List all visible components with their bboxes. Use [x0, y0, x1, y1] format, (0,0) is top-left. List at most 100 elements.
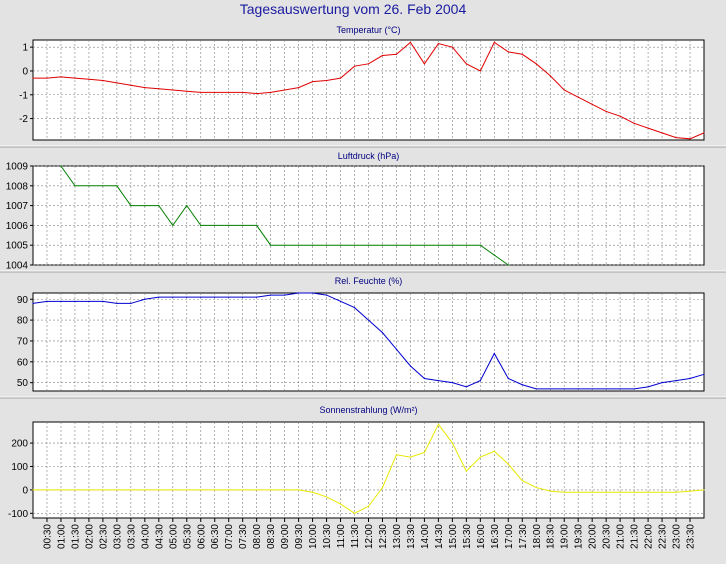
- data-point: [242, 296, 244, 298]
- data-point: [284, 489, 286, 491]
- data-point: [32, 489, 34, 491]
- data-point: [339, 503, 342, 505]
- data-point: [298, 292, 300, 294]
- x-tick-label: 20:00: [588, 524, 599, 549]
- x-tick-label: 06:00: [196, 524, 207, 549]
- data-point: [493, 41, 495, 43]
- data-point: [200, 224, 202, 226]
- x-tick-label: 16:00: [476, 524, 487, 549]
- data-point: [88, 78, 90, 80]
- chart-panel-2: Luftdruck (hPa) 1004 1005 1006 1007 1008 1009: [0, 151, 726, 273]
- data-point: [409, 365, 412, 367]
- x-tick-label: 06:30: [210, 524, 221, 549]
- chart-panels: Temperatur (°C) -2 -1 0 1 Luftdruck (hPa) 1004…: [0, 25, 726, 520]
- data-point: [451, 244, 453, 246]
- data-point: [395, 244, 398, 246]
- data-point: [353, 244, 356, 246]
- data-point: [144, 298, 146, 300]
- y-tick-label: 1: [22, 43, 28, 54]
- data-point: [228, 91, 230, 93]
- data-point: [395, 454, 398, 456]
- data-point: [647, 386, 649, 388]
- data-point: [591, 388, 593, 390]
- data-point: [172, 224, 174, 226]
- data-point: [591, 103, 593, 105]
- data-point: [256, 92, 258, 95]
- x-tick-label: 02:00: [84, 524, 95, 549]
- x-tick-label: 21:00: [616, 524, 627, 549]
- x-tick-label: 03:00: [112, 524, 123, 549]
- x-tick-label: 15:30: [462, 524, 473, 549]
- data-point: [479, 244, 481, 246]
- data-point: [102, 300, 104, 302]
- data-point: [619, 491, 621, 493]
- data-point: [144, 489, 146, 491]
- data-point: [661, 132, 663, 134]
- data-point: [74, 300, 76, 302]
- data-point: [214, 224, 216, 226]
- data-point: [130, 205, 132, 207]
- data-point: [535, 63, 537, 65]
- x-tick-label: 14:00: [420, 524, 431, 549]
- x-tick-label: 17:30: [518, 524, 529, 549]
- data-point: [563, 388, 565, 390]
- data-point: [521, 479, 523, 482]
- data-point: [200, 296, 202, 298]
- panel-title: Rel. Feuchte (%): [335, 276, 403, 286]
- y-tick-label: 90: [17, 295, 29, 306]
- page-title: Tagesauswertung vom 26. Feb 2004: [240, 1, 467, 17]
- data-point: [423, 451, 426, 454]
- data-point: [60, 300, 62, 302]
- data-point: [311, 292, 314, 294]
- data-point: [228, 224, 230, 226]
- data-point: [689, 377, 691, 380]
- data-point: [507, 377, 509, 380]
- data-point: [353, 65, 356, 67]
- data-point: [577, 491, 579, 493]
- x-tick-label: 05:00: [168, 524, 179, 549]
- data-point: [60, 76, 62, 78]
- data-point: [158, 205, 160, 207]
- data-point: [367, 63, 370, 65]
- data-point: [409, 456, 412, 458]
- data-point: [437, 423, 439, 425]
- x-tick-label: 23:00: [672, 524, 683, 549]
- y-tick-label: 0: [22, 66, 28, 77]
- data-point: [298, 87, 300, 89]
- data-point: [284, 244, 286, 246]
- panel-title: Luftdruck (hPa): [338, 151, 400, 161]
- data-point: [675, 379, 677, 382]
- data-point: [577, 96, 579, 98]
- data-point: [507, 264, 509, 266]
- y-tick-label: -100: [8, 509, 28, 520]
- data-point: [451, 46, 453, 48]
- data-point: [367, 505, 370, 507]
- data-point: [465, 386, 467, 388]
- data-point: [242, 224, 244, 226]
- x-tick-label: 22:00: [644, 524, 655, 549]
- data-point: [298, 489, 300, 491]
- data-point: [563, 89, 565, 91]
- data-point: [158, 296, 160, 298]
- data-point: [703, 132, 705, 134]
- data-point: [60, 489, 62, 491]
- data-point: [116, 489, 118, 491]
- x-tick-label: 11:30: [350, 524, 361, 549]
- data-point: [116, 185, 118, 187]
- data-point: [395, 53, 398, 55]
- data-point: [325, 244, 328, 246]
- data-point: [479, 70, 481, 72]
- data-point: [214, 489, 216, 491]
- data-point: [172, 296, 174, 298]
- x-tick-label: 09:30: [294, 524, 305, 549]
- x-tick-label: 08:00: [252, 524, 263, 549]
- data-point: [130, 489, 132, 491]
- x-tick-label: 10:00: [308, 524, 319, 549]
- data-point: [32, 302, 34, 305]
- chart-panel-1: Temperatur (°C) -2 -1 0 1: [0, 25, 726, 148]
- panel-title: Sonnenstrahlung (W/m²): [319, 405, 417, 415]
- data-point: [228, 296, 230, 298]
- x-tick-label: 04:00: [140, 524, 151, 549]
- x-tick-label: 13:00: [392, 524, 403, 549]
